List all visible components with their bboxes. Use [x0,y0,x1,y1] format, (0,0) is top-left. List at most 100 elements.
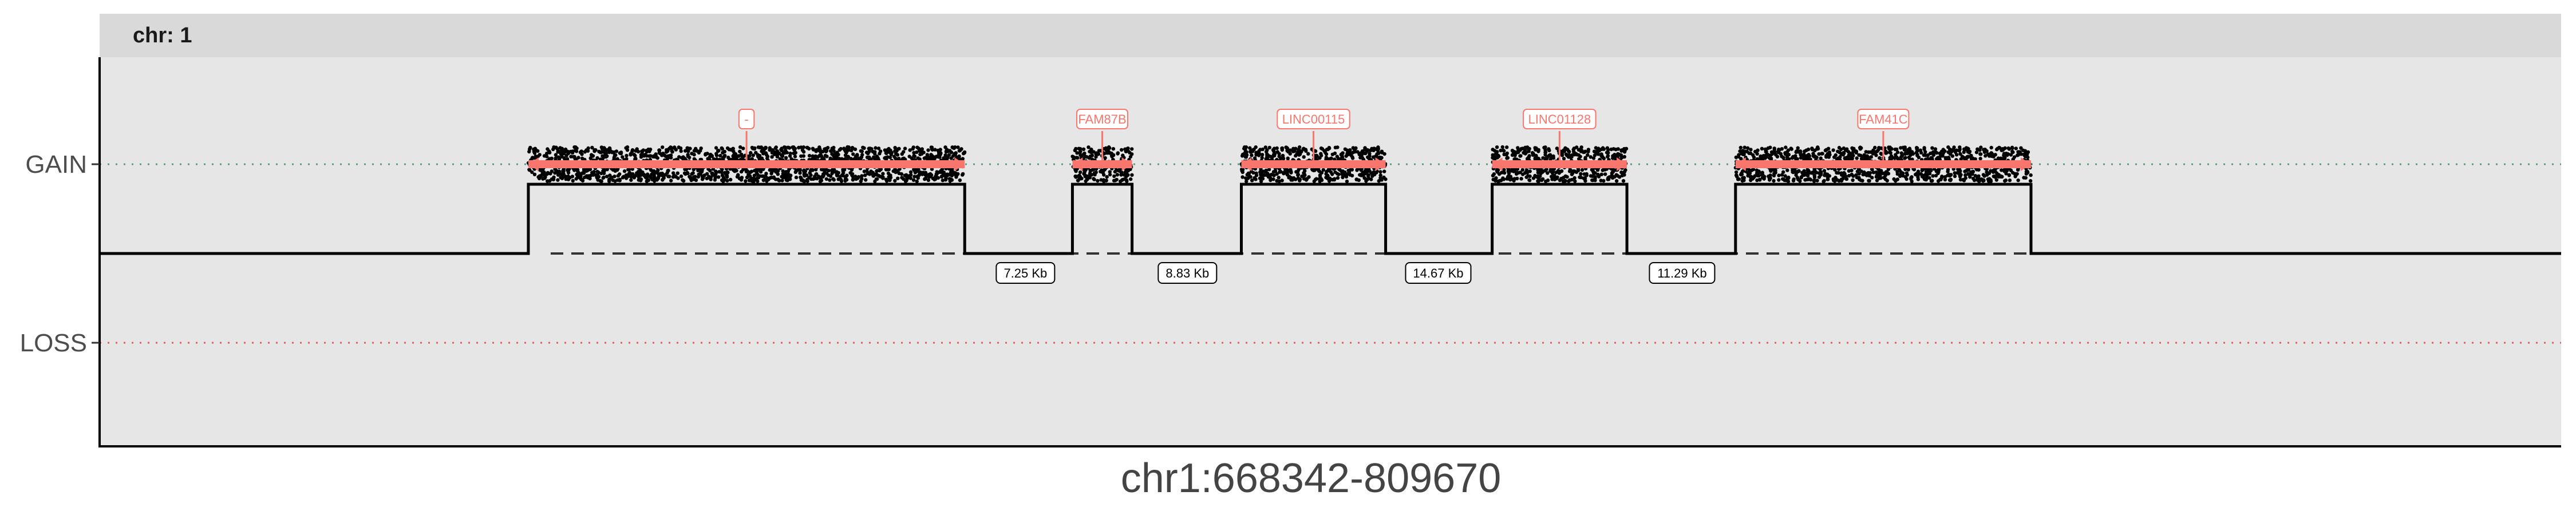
data-point [572,145,576,149]
data-point [723,153,727,158]
data-point [1930,179,1934,183]
data-point [550,177,554,181]
data-point [1302,172,1306,176]
data-point [940,174,944,179]
data-point [1883,177,1887,181]
data-point [717,175,721,179]
data-point [1355,168,1359,172]
data-point [580,156,584,160]
data-point [1831,148,1835,152]
data-point [948,179,952,183]
data-point [855,153,859,157]
data-point [641,170,645,175]
data-point [1499,148,1503,153]
data-point [558,149,563,153]
data-point [1565,175,1569,179]
data-point [1753,149,1757,154]
data-point [876,146,881,150]
data-point [1789,146,1793,150]
data-point [905,176,910,180]
data-point [580,152,584,156]
data-point [1749,178,1753,183]
data-point [1803,178,1807,182]
data-point [1878,156,1882,160]
data-point [560,172,564,177]
gap-label: 8.83 Kb [1165,266,1209,280]
data-point [1343,170,1347,175]
data-point [1927,176,1931,180]
gene-label-box [1857,109,1910,129]
data-point [1621,179,1626,183]
data-point [1614,173,1618,177]
data-point [582,171,586,175]
data-point [555,147,559,151]
data-point [1999,156,2003,160]
data-point [1321,168,1325,172]
data-point [1378,170,1382,174]
data-point [698,171,703,175]
data-point [1768,173,1772,177]
data-point [1903,167,1907,172]
data-point [844,175,848,179]
data-point [830,171,834,176]
data-point [1115,177,1119,182]
data-point [694,178,698,182]
data-point [1930,146,1934,150]
data-point [1784,145,1788,149]
data-point [656,176,661,180]
data-point [752,179,756,183]
data-point [938,148,942,152]
data-point [679,174,683,179]
data-point [1963,169,1967,173]
data-point [1997,145,2001,150]
data-point [1808,157,1812,161]
data-point [1548,169,1552,173]
data-point [788,175,792,179]
data-point [584,148,588,152]
data-point [752,173,757,177]
data-point [1870,168,1874,172]
data-point [1962,150,1966,154]
data-point [1781,170,1785,174]
data-point [1317,169,1321,173]
data-point [1826,177,1830,181]
data-point [903,146,907,150]
data-point [1927,171,1931,175]
data-point [1074,156,1079,160]
data-point [701,176,705,180]
data-point [2028,179,2033,183]
data-point [1577,153,1581,157]
data-point [814,149,818,153]
data-point [1614,148,1618,152]
data-point [613,153,617,157]
data-point [1848,154,1852,159]
data-point [864,150,869,154]
data-point [1977,168,1981,172]
data-point [1982,179,1986,183]
data-point [1864,150,1868,154]
data-point [1994,178,1998,182]
data-point [1764,149,1768,153]
data-point [710,154,714,158]
data-point [1329,177,1333,181]
data-point [689,176,693,180]
data-point [1243,155,1248,159]
data-point [861,145,865,149]
data-point [1734,170,1739,175]
data-point [1090,153,1095,157]
data-point [961,152,966,156]
data-point [725,179,729,183]
data-point [1812,179,1816,183]
gap-label-box [1405,262,1472,284]
data-point [607,177,611,182]
data-point [1879,146,1883,150]
data-point [1905,173,1909,177]
data-point [1101,179,1105,183]
data-point [1296,150,1300,154]
gene-label: FAM41C [1859,112,1908,126]
data-point [669,179,673,183]
data-point [839,177,843,182]
data-point [1969,153,1973,158]
data-point [933,148,937,152]
